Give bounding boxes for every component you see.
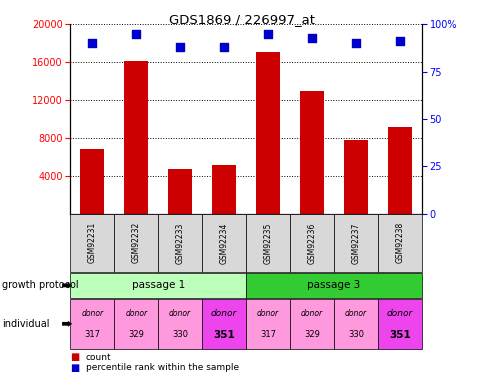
Point [88, 40, 96, 46]
Text: passage 3: passage 3 [307, 280, 360, 290]
Text: 317: 317 [259, 330, 275, 339]
Bar [124, 61, 148, 214]
Text: donor: donor [301, 309, 322, 318]
Bar [212, 165, 236, 214]
Text: 330: 330 [348, 330, 363, 339]
Point [307, 34, 315, 40]
Text: GSM92237: GSM92237 [351, 222, 360, 264]
Bar [256, 52, 280, 214]
Text: GSM92233: GSM92233 [175, 222, 184, 264]
Text: donor: donor [386, 309, 412, 318]
Text: percentile rank within the sample: percentile rank within the sample [86, 363, 239, 372]
Text: 351: 351 [388, 330, 410, 340]
Text: 330: 330 [172, 330, 188, 339]
Bar [168, 169, 192, 214]
Text: 329: 329 [303, 330, 319, 339]
Text: ■: ■ [70, 363, 79, 372]
Text: GSM92236: GSM92236 [307, 222, 316, 264]
Point [395, 38, 403, 44]
Text: GSM92238: GSM92238 [394, 222, 404, 263]
Text: growth protocol: growth protocol [2, 280, 79, 290]
Text: donor: donor [125, 309, 147, 318]
Text: 317: 317 [84, 330, 100, 339]
Bar [387, 127, 411, 214]
Point [220, 44, 227, 50]
Point [176, 44, 184, 50]
Text: donor: donor [257, 309, 279, 318]
Text: donor: donor [169, 309, 191, 318]
Bar [80, 149, 104, 214]
Bar [300, 91, 323, 214]
Text: GSM92232: GSM92232 [132, 222, 140, 263]
Text: count: count [86, 353, 111, 362]
Text: donor: donor [344, 309, 366, 318]
Text: individual: individual [2, 319, 50, 329]
Text: 351: 351 [213, 330, 235, 340]
Text: donor: donor [81, 309, 103, 318]
Point [351, 40, 359, 46]
Text: GSM92234: GSM92234 [219, 222, 228, 264]
Point [132, 31, 140, 37]
Text: GSM92231: GSM92231 [88, 222, 97, 263]
Text: GDS1869 / 226997_at: GDS1869 / 226997_at [169, 13, 315, 26]
Text: ■: ■ [70, 352, 79, 362]
Bar [343, 140, 367, 214]
Text: passage 1: passage 1 [131, 280, 184, 290]
Text: GSM92235: GSM92235 [263, 222, 272, 264]
Point [264, 31, 272, 37]
Text: 329: 329 [128, 330, 144, 339]
Text: donor: donor [211, 309, 237, 318]
